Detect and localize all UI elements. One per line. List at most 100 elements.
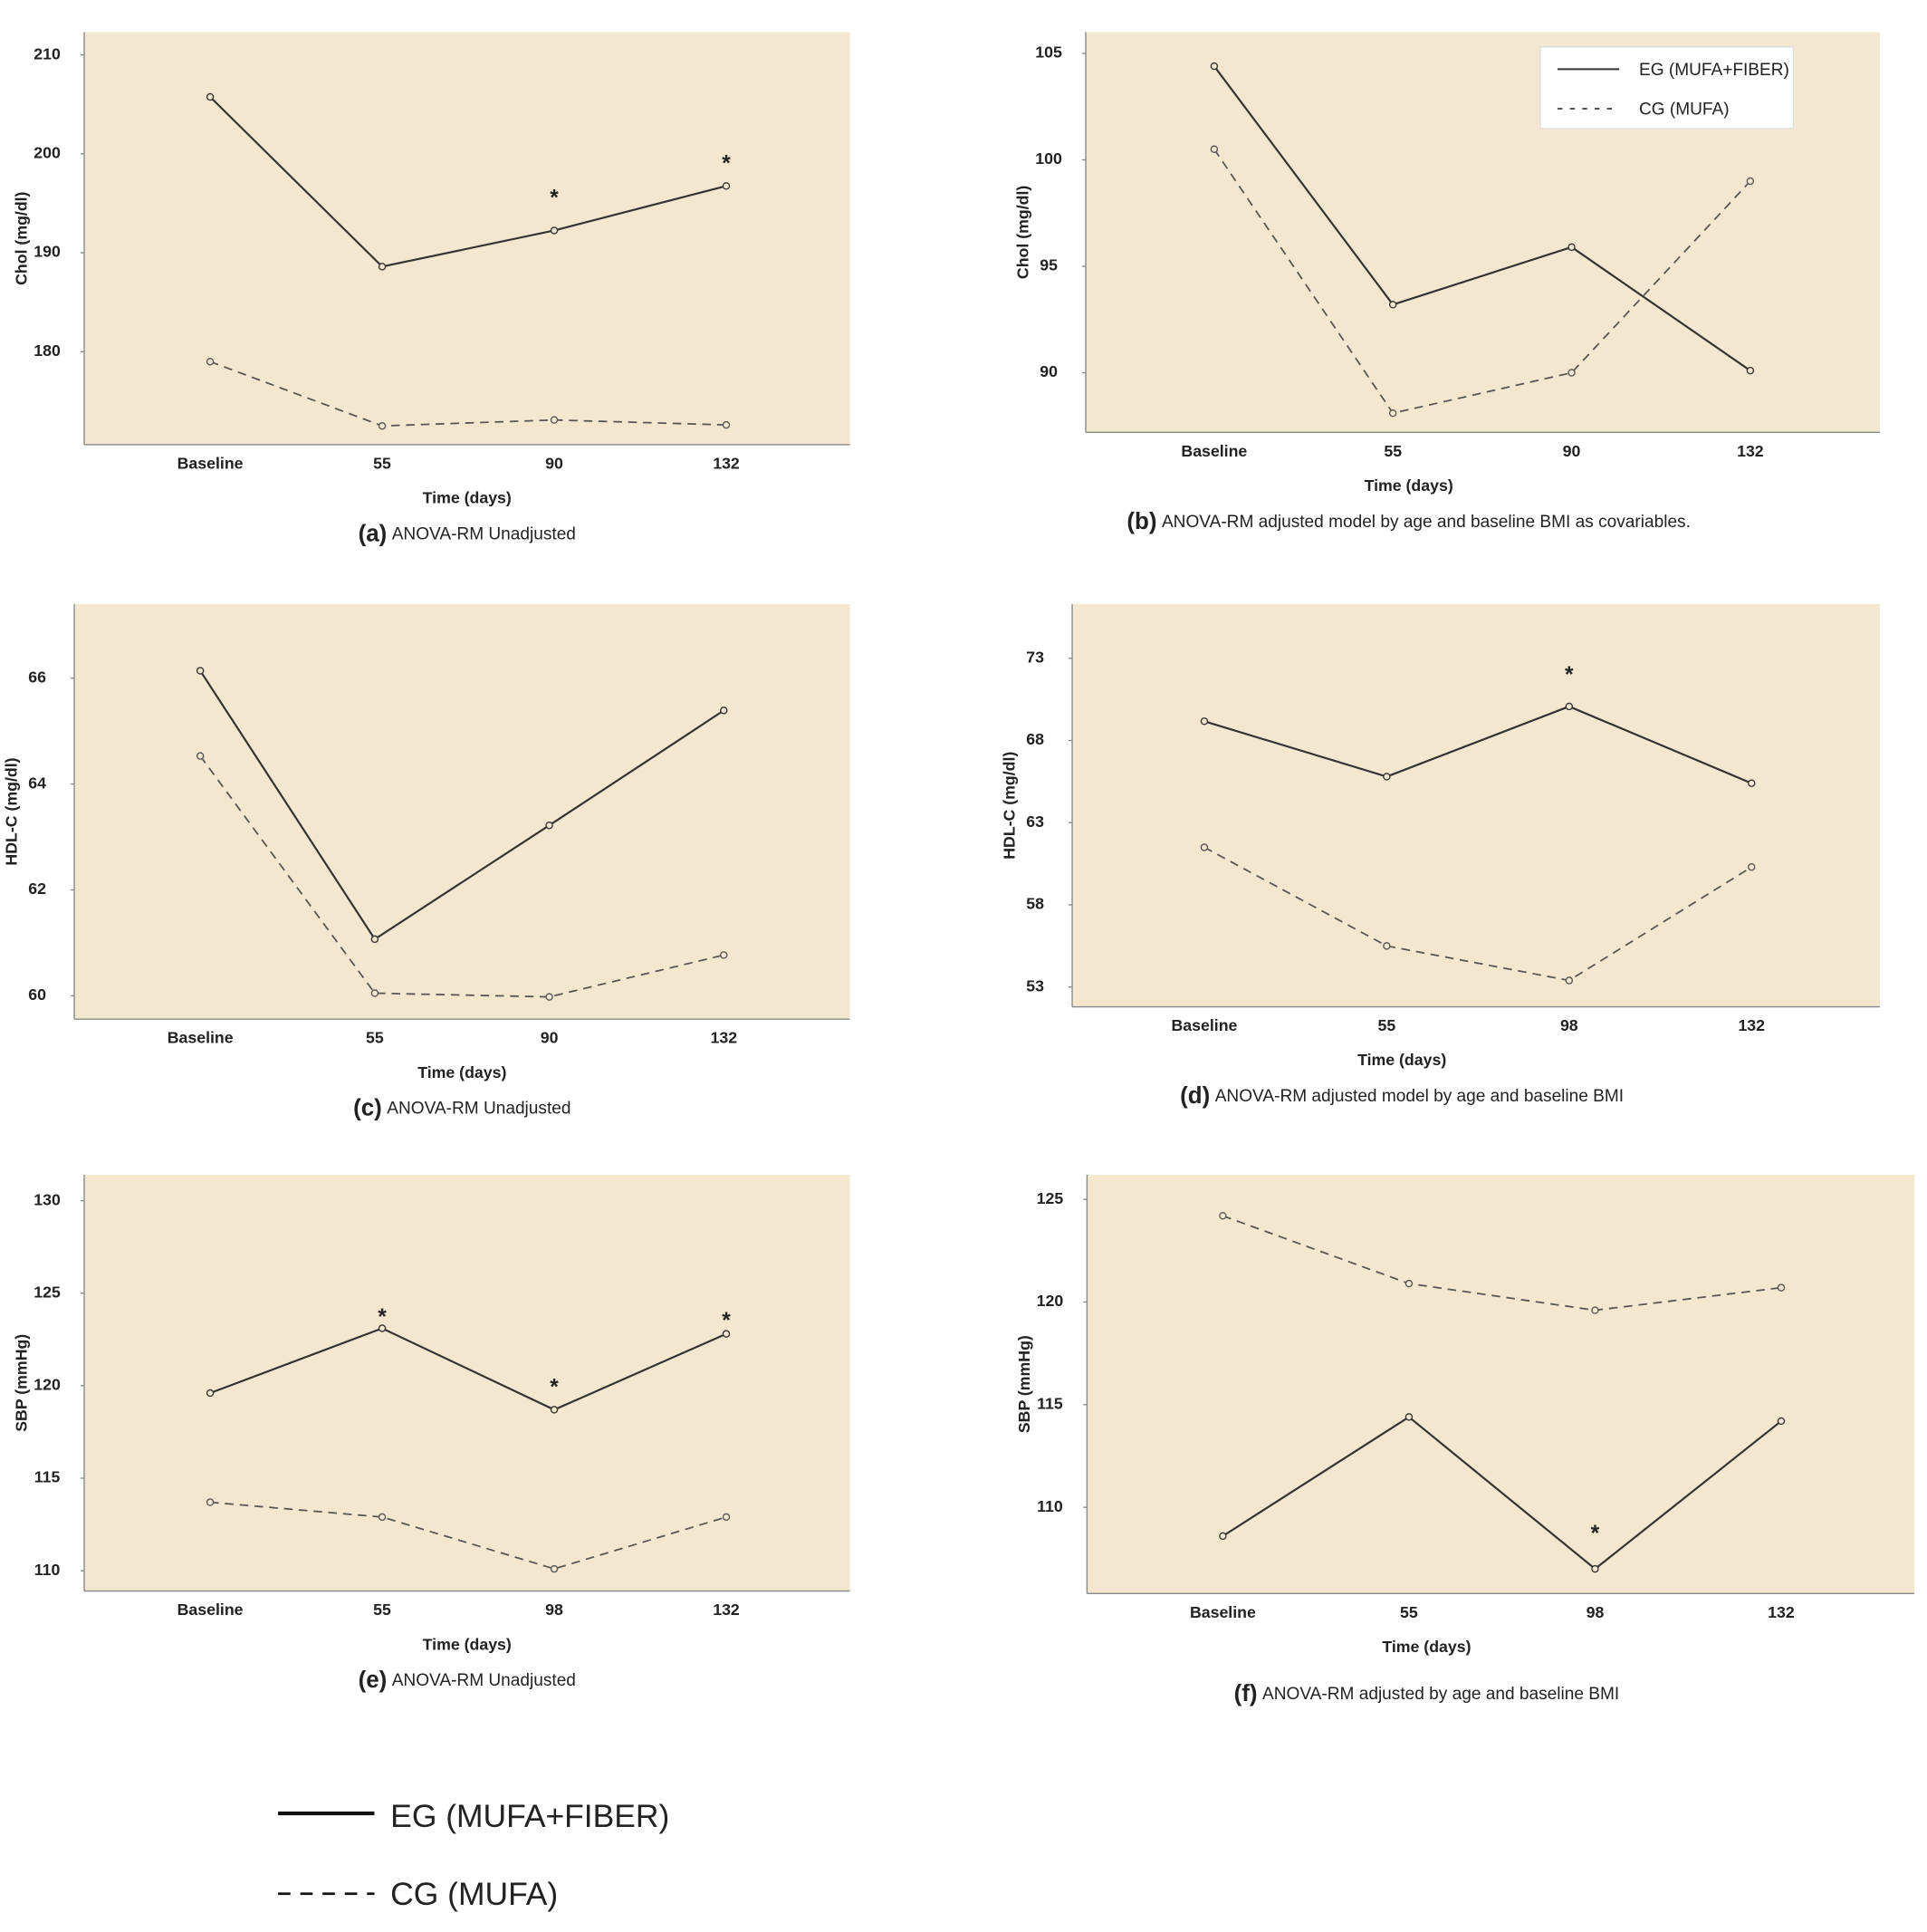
legend-label: CG (MUFA) <box>1639 100 1730 119</box>
point <box>550 1406 559 1414</box>
x-axis-label: Time (days) <box>1357 1051 1446 1069</box>
figure-legend: EG (MUFA+FIBER) CG (MUFA) <box>278 1798 669 1912</box>
annotation: * <box>1565 663 1574 687</box>
series-line <box>199 669 724 941</box>
plot-area <box>74 603 850 1020</box>
annotation: * <box>1591 1522 1600 1546</box>
point <box>722 1513 731 1522</box>
point <box>550 226 559 235</box>
x-axis-label: Time (days) <box>423 1635 512 1653</box>
point <box>1219 1532 1227 1541</box>
point <box>196 667 205 675</box>
point <box>378 1513 387 1522</box>
y-axis-label: HDL-C (mg/dl) <box>3 757 21 865</box>
plot-area <box>1072 603 1880 1007</box>
y-tick-label: 180 <box>34 341 61 360</box>
x-tick-label: 55 <box>373 454 391 472</box>
caption-label: (a) <box>359 521 388 546</box>
y-tick-label: 110 <box>34 1561 61 1579</box>
point <box>1383 942 1391 950</box>
point <box>370 935 379 944</box>
series-line <box>209 1327 727 1411</box>
y-tick-label: 58 <box>1026 895 1044 913</box>
x-tick-label: 132 <box>1768 1603 1795 1621</box>
annotation: * <box>722 1309 731 1333</box>
x-tick-label: 132 <box>713 1600 740 1619</box>
x-tick-label: 55 <box>1384 442 1402 460</box>
point <box>1200 717 1209 726</box>
x-tick-label: Baseline <box>177 1600 244 1619</box>
point <box>720 706 728 715</box>
y-tick-label: 53 <box>1026 976 1044 995</box>
legend-label: EG (MUFA+FIBER) <box>390 1798 669 1834</box>
y-axis-label: Chol (mg/dl) <box>12 191 30 284</box>
point <box>1388 301 1397 309</box>
caption-text: ANOVA-RM adjusted by age and baseline BM… <box>1262 1685 1619 1704</box>
x-tick-label: 90 <box>1563 442 1581 460</box>
point <box>1383 773 1391 781</box>
series-line <box>1203 846 1752 982</box>
point <box>722 420 731 429</box>
y-axis-label: Chol (mg/dl) <box>1014 186 1032 279</box>
point <box>545 993 553 1001</box>
point <box>1565 702 1574 711</box>
x-tick-label: 55 <box>1378 1016 1396 1034</box>
y-tick-label: 64 <box>28 774 46 792</box>
plot-area <box>1087 1174 1915 1594</box>
x-tick-label: 98 <box>1560 1016 1578 1034</box>
y-tick-label: 125 <box>34 1283 61 1301</box>
point <box>1748 863 1756 871</box>
point <box>1567 369 1576 377</box>
series-line <box>1203 705 1752 784</box>
caption-label: (c) <box>353 1096 382 1121</box>
annotation: * <box>378 1305 387 1330</box>
caption-text: ANOVA-RM Unadjusted <box>392 525 576 544</box>
point <box>378 263 387 271</box>
point <box>1210 62 1219 71</box>
annotation: * <box>550 1376 559 1400</box>
point <box>550 1564 559 1573</box>
panel: 53 58 63 68 73 Baseline 55 98 132 Time (days) HDL-… <box>1001 603 1880 1109</box>
point <box>206 357 215 366</box>
y-axis-label: SBP (mmHg) <box>1015 1335 1033 1433</box>
x-axis-label: Time (days) <box>423 489 512 507</box>
point <box>545 821 553 830</box>
point <box>1746 366 1755 375</box>
plot-area <box>83 32 850 445</box>
series-line <box>1213 65 1751 372</box>
x-tick-label: 90 <box>545 454 563 472</box>
plot-area <box>83 1174 850 1591</box>
caption-label: (d) <box>1180 1083 1210 1109</box>
caption-text: ANOVA-RM adjusted model by age and basel… <box>1162 513 1691 532</box>
caption-text: ANOVA-RM Unadjusted <box>392 1671 576 1690</box>
point <box>206 1498 215 1506</box>
x-axis-label: Time (days) <box>417 1063 506 1081</box>
caption: (a) ANOVA-RM Unadjusted <box>359 521 576 546</box>
y-tick-label: 60 <box>28 985 46 1004</box>
y-tick-label: 68 <box>1026 730 1044 748</box>
panel: 60 62 64 66 Baseline 55 90 132 Time (days) HDL-C … <box>3 603 850 1121</box>
point <box>722 182 731 190</box>
y-axis-label: SBP (mmHg) <box>12 1334 30 1432</box>
x-tick-label: 132 <box>1738 1016 1765 1034</box>
annotation: * <box>722 151 731 176</box>
caption-label: (b) <box>1126 509 1156 534</box>
legend-box <box>1539 46 1795 130</box>
caption-text: ANOVA-RM Unadjusted <box>387 1100 570 1119</box>
series-line <box>1222 1416 1782 1571</box>
x-tick-label: 90 <box>541 1029 559 1047</box>
y-tick-label: 100 <box>1035 149 1062 168</box>
point <box>1591 1306 1599 1314</box>
caption: (b) ANOVA-RM adjusted model by age and ba… <box>1126 509 1691 534</box>
y-tick-label: 66 <box>28 668 46 686</box>
y-tick-label: 200 <box>34 144 61 162</box>
point <box>370 989 379 997</box>
point <box>1405 1413 1414 1421</box>
y-tick-label: 95 <box>1040 256 1058 274</box>
point <box>378 1324 387 1332</box>
x-tick-label: Baseline <box>1190 1603 1256 1621</box>
x-tick-label: 98 <box>1587 1603 1605 1621</box>
x-tick-label: Baseline <box>177 454 244 472</box>
annotation: * <box>550 187 559 211</box>
point <box>206 1389 215 1398</box>
